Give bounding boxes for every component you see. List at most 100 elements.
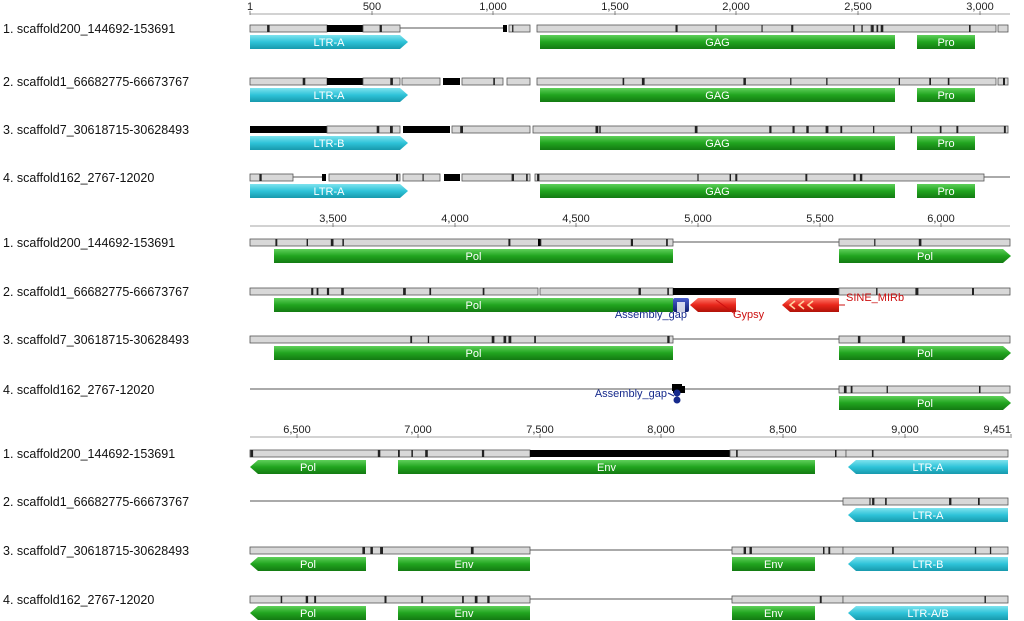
feature-shape: [848, 606, 1008, 620]
feature-sine-mirb[interactable]: SINE_MIRb: [782, 292, 904, 312]
ruler-tick-label: 3,000: [966, 1, 994, 13]
feature-assembly-gap[interactable]: Assembly_gap: [595, 384, 682, 404]
variant-mark: [876, 288, 878, 295]
variant-mark: [666, 239, 668, 246]
ruler-tick-label: 7,000: [404, 424, 432, 436]
variant-mark: [599, 126, 601, 133]
feature-pol[interactable]: Pol: [839, 396, 1011, 410]
feature-pol[interactable]: Pol: [839, 249, 1011, 263]
track-row[interactable]: 2. scaffold1_66682775-66673767 Pol Assembl…: [3, 285, 1011, 321]
feature-ltr-a[interactable]: LTR-A: [848, 460, 1008, 474]
feature-pol[interactable]: Pol: [250, 557, 366, 571]
feature-pol[interactable]: Pol: [274, 298, 673, 312]
feature-env[interactable]: Env: [732, 606, 815, 620]
track-row[interactable]: 4. scaffold162_2767-12020 Assembly_gap Pol: [3, 383, 1011, 410]
feature-gypsy[interactable]: Gypsy: [690, 298, 765, 321]
variant-mark: [861, 25, 863, 32]
sequence-block: [249, 449, 531, 458]
feature-pro[interactable]: Pro: [917, 88, 975, 102]
feature-ltr-a-b[interactable]: LTR-A/B: [848, 606, 1008, 620]
variant-mark: [828, 547, 831, 554]
annotation-leader: [715, 299, 736, 315]
feature-pol[interactable]: Pol: [839, 346, 1011, 360]
ruler-tick-label: 5,000: [684, 213, 712, 225]
variant-mark: [974, 547, 977, 554]
feature-gag[interactable]: GAG: [540, 184, 895, 198]
feature-gag[interactable]: GAG: [540, 136, 895, 150]
feature-gag[interactable]: GAG: [540, 88, 895, 102]
variant-mark: [534, 336, 536, 343]
track-row[interactable]: 4. scaffold162_2767-12020 Pol Env Env LTR-A/…: [3, 593, 1009, 620]
feature-shape: [782, 298, 839, 312]
feature-shape: [917, 35, 975, 49]
variant-mark: [918, 239, 922, 246]
track-row[interactable]: 3. scaffold7_30618715-30628493 LTR-B GAG Pr…: [3, 123, 1009, 150]
variant-mark: [823, 547, 825, 554]
sequence-block: [506, 77, 531, 86]
sequence-block: [845, 449, 1009, 458]
track-row[interactable]: 1. scaffold200_144692-153691 Pol Pol: [3, 236, 1011, 263]
track-row[interactable]: 2. scaffold1_66682775-66673767 LTR-A GAG Pr…: [3, 75, 1009, 102]
variant-mark: [280, 596, 283, 603]
feature-shape: [540, 184, 895, 198]
track-row[interactable]: 1. scaffold200_144692-153691 LTR-A GAG Pro: [3, 22, 1009, 49]
ruler-tick-label: 4,500: [562, 213, 590, 225]
track-row[interactable]: 3. scaffold7_30618715-30628493 Pol Env Env L…: [3, 544, 1009, 571]
feature-pro[interactable]: Pro: [917, 35, 975, 49]
feature-label: Pol: [300, 559, 316, 571]
feature-shape: [839, 346, 1011, 360]
variant-mark: [825, 126, 829, 133]
feature-label: Env: [597, 462, 616, 474]
feature-env[interactable]: Env: [398, 557, 530, 571]
feature-label: Env: [455, 608, 474, 620]
feature-label: LTR-A: [314, 186, 346, 198]
sequence-block-dark: [327, 25, 363, 32]
feature-label: Pol: [917, 398, 933, 410]
variant-mark: [819, 596, 822, 603]
ruler-tick-label: 9,000: [891, 424, 919, 436]
feature-ltr-a[interactable]: LTR-A: [250, 184, 408, 198]
variant-mark: [1003, 126, 1006, 133]
feature-env[interactable]: Env: [398, 460, 815, 474]
feature-pol[interactable]: Pol: [274, 346, 673, 360]
sequence-block: [451, 125, 531, 134]
variant-mark: [474, 596, 478, 603]
feature-label: Pro: [937, 186, 954, 198]
feature-env[interactable]: Env: [732, 557, 815, 571]
alignment-panel-2: 3,500 4,000 4,500 5,000 5,500 6,000 1. scaffol…: [3, 213, 1011, 410]
variant-mark: [667, 288, 669, 295]
track-row[interactable]: 2. scaffold1_66682775-66673767 LTR-A: [3, 495, 1009, 522]
variant-mark: [885, 498, 887, 505]
feature-label: Pro: [937, 138, 954, 150]
feature-env[interactable]: Env: [398, 606, 530, 620]
feature-ltr-a[interactable]: LTR-A: [250, 88, 408, 102]
feature-pro[interactable]: Pro: [917, 136, 975, 150]
sequence-block: [362, 77, 401, 86]
track-row[interactable]: 4. scaffold162_2767-12020 LTR-A GAG Pro: [3, 171, 1010, 198]
feature-ltr-a[interactable]: LTR-A: [848, 508, 1008, 522]
variant-mark: [790, 78, 792, 85]
feature-label: Env: [764, 608, 783, 620]
ruler-tick-label: 8,500: [769, 424, 797, 436]
feature-ltr-a[interactable]: LTR-A: [250, 35, 408, 49]
feature-gag[interactable]: GAG: [540, 35, 895, 49]
feature-assembly-gap[interactable]: Assembly_gap: [615, 298, 689, 321]
feature-pol[interactable]: Pol: [250, 460, 366, 474]
variant-mark: [871, 450, 874, 457]
feature-ltr-b[interactable]: LTR-B: [848, 557, 1008, 571]
variant-mark: [956, 126, 959, 133]
feature-pol[interactable]: Pol: [274, 249, 673, 263]
feature-pol[interactable]: Pol: [250, 606, 366, 620]
variant-mark: [843, 386, 847, 393]
feature-shape: [839, 249, 1011, 263]
annotation-label: Assembly_gap: [595, 388, 667, 400]
variant-mark: [250, 450, 254, 457]
track-row[interactable]: 1. scaffold200_144692-153691 Pol Env LTR-A: [3, 447, 1009, 474]
variant-mark: [306, 239, 308, 246]
feature-ltr-b[interactable]: LTR-B: [250, 136, 408, 150]
feature-pro[interactable]: Pro: [917, 184, 975, 198]
track-row[interactable]: 3. scaffold7_30618715-30628493 Pol Pol: [3, 333, 1011, 360]
variant-mark: [267, 25, 270, 32]
ruler-tick-label: 6,500: [283, 424, 311, 436]
